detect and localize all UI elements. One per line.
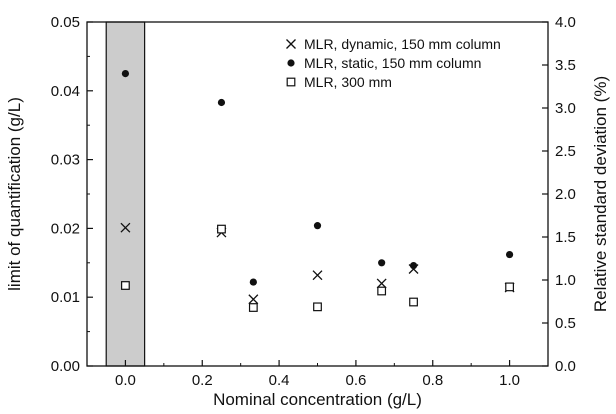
y-tick-label: 0.01 bbox=[51, 289, 80, 306]
axis-ticks-layer: 0.0 0.2 0.4 0.6 0.8 1.0 0.00 0.01 0.02 0.03 0.04 0.… bbox=[51, 14, 576, 389]
y2-tick-label: 2.0 bbox=[555, 186, 576, 203]
series-2-point bbox=[217, 98, 226, 107]
shaded-region-layer bbox=[105, 21, 146, 367]
legend-label: MLR, 300 mm bbox=[304, 74, 392, 90]
x-marker-stroke bbox=[286, 39, 296, 49]
y-axis-label: limit of quantification (g/L) bbox=[5, 97, 24, 291]
x-tick-label: 1.0 bbox=[499, 372, 520, 389]
series-2-point bbox=[409, 261, 418, 270]
legend-marker bbox=[286, 77, 296, 87]
x-axis-label: Nominal concentration (g/L) bbox=[213, 390, 422, 409]
legend-marker bbox=[287, 59, 295, 67]
x-marker-stroke bbox=[248, 294, 259, 305]
series-1-point bbox=[120, 222, 131, 233]
series-3-point bbox=[409, 297, 418, 307]
y2-tick-label: 3.5 bbox=[555, 57, 576, 74]
series-1-point bbox=[376, 278, 387, 289]
series-3-point bbox=[121, 281, 130, 290]
y2-tick-label: 0.0 bbox=[555, 358, 576, 375]
series-3-point bbox=[248, 303, 258, 312]
series-1-point bbox=[248, 294, 259, 305]
y-tick-label: 0.03 bbox=[51, 152, 80, 169]
series-1-point bbox=[312, 270, 323, 281]
x-marker-stroke bbox=[376, 278, 387, 289]
series-2-point bbox=[121, 70, 130, 78]
y2-tick-label: 0.5 bbox=[555, 315, 576, 332]
y2-tick-label: 1.5 bbox=[555, 229, 576, 246]
y2-tick-label: 2.5 bbox=[555, 143, 576, 160]
legend-label: MLR, dynamic, 150 mm column bbox=[304, 36, 501, 52]
x-tick-label: 0.0 bbox=[115, 372, 136, 389]
legend-marker bbox=[286, 39, 296, 49]
series-2-point bbox=[313, 222, 322, 230]
legend: MLR, dynamic, 150 mm column MLR, static, … bbox=[286, 36, 501, 90]
x-marker-stroke bbox=[120, 222, 131, 233]
y-tick-label: 0.02 bbox=[51, 220, 80, 237]
x-tick-label: 0.2 bbox=[192, 372, 213, 389]
legend-label: MLR, static, 150 mm column bbox=[304, 55, 481, 71]
y2-axis-label: Relative standard deviation (%) bbox=[591, 76, 610, 312]
y-tick-label: 0.05 bbox=[51, 14, 80, 31]
x-marker-stroke bbox=[312, 270, 323, 281]
x-tick-label: 0.8 bbox=[422, 372, 443, 389]
y2-tick-label: 1.0 bbox=[555, 272, 576, 289]
x-tick-label: 0.6 bbox=[345, 372, 366, 389]
series-2-point bbox=[249, 278, 257, 286]
y2-tick-label: 3.0 bbox=[555, 100, 576, 117]
data-marks-layer bbox=[120, 70, 515, 312]
series-2-point bbox=[378, 259, 386, 267]
series-2-point bbox=[505, 250, 514, 259]
y2-tick-label: 4.0 bbox=[555, 14, 576, 31]
series-3-point bbox=[377, 286, 387, 296]
shaded-region bbox=[105, 21, 146, 367]
series-3-point bbox=[313, 302, 322, 312]
series-3-point bbox=[217, 224, 226, 234]
x-tick-label: 0.4 bbox=[269, 372, 290, 389]
y-tick-label: 0.04 bbox=[51, 83, 80, 100]
y-tick-label: 0.00 bbox=[51, 358, 80, 375]
series-3-point bbox=[505, 282, 514, 292]
